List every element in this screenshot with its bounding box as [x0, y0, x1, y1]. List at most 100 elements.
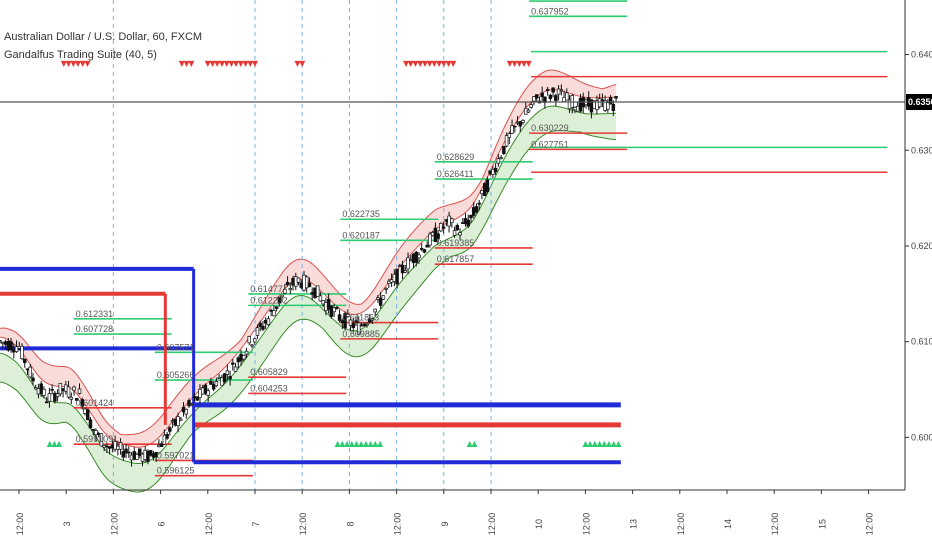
- last-price-badge: [906, 94, 932, 111]
- candle-body: [94, 430, 98, 436]
- price-level-label: 0.612331: [76, 309, 114, 319]
- buy-signal-arrow: ▲: [611, 439, 618, 448]
- candle-body: [324, 302, 328, 312]
- candle-body: [573, 107, 577, 111]
- candle-body: [488, 170, 492, 175]
- buy-signal-arrow: ▲: [349, 439, 356, 448]
- candle-body: [99, 433, 104, 447]
- candle-body: [444, 219, 449, 222]
- price-level-label: 0.630229: [531, 123, 569, 133]
- y-tick-label: 0.63000: [911, 145, 932, 155]
- sell-signal-arrow: ▼: [219, 59, 226, 68]
- candle-body: [206, 390, 210, 396]
- candle-body: [466, 219, 470, 227]
- candle-body: [346, 313, 350, 318]
- x-tick-label: 12:00: [204, 513, 214, 536]
- candle-body: [378, 297, 383, 306]
- candle-body: [50, 388, 54, 391]
- candle-body: [137, 448, 142, 456]
- candle-body: [36, 388, 41, 395]
- price-level-label: 0.611863: [342, 313, 379, 323]
- candle-body: [597, 98, 602, 108]
- candle-body: [225, 370, 230, 375]
- sell-signal-arrow: ▼: [526, 59, 533, 68]
- candle-body: [513, 125, 517, 128]
- x-tick-label: 12:00: [676, 513, 686, 536]
- candle-body: [252, 338, 257, 343]
- candle-body: [395, 268, 399, 285]
- candle-body: [545, 89, 550, 91]
- sell-signal-arrow: ▼: [224, 59, 231, 68]
- candle-body: [217, 376, 221, 379]
- price-level-label: 0.607728: [76, 324, 114, 334]
- x-tick-label: 12:00: [109, 513, 119, 536]
- candle-body: [75, 398, 79, 401]
- buy-signal-arrow: ▲: [56, 439, 63, 448]
- candle-body: [28, 366, 32, 378]
- candle-body: [283, 288, 287, 294]
- candle-body: [261, 325, 265, 330]
- candle-body: [611, 103, 616, 111]
- last-price-label: 0.63504: [908, 97, 932, 107]
- lower-band-fill: [0, 106, 617, 493]
- candle-body: [6, 340, 11, 351]
- candle-body: [39, 383, 43, 394]
- sell-signal-arrow: ▼: [233, 59, 240, 68]
- candle-body: [55, 393, 60, 397]
- candle-body: [190, 403, 194, 405]
- candle-body: [266, 318, 271, 326]
- sell-signal-arrow: ▼: [521, 59, 528, 68]
- candle-body: [44, 401, 49, 404]
- candle-body: [203, 384, 208, 394]
- candle-body: [521, 120, 525, 123]
- candle-body: [321, 300, 325, 305]
- candle-body: [121, 451, 126, 458]
- candle-body: [351, 323, 356, 328]
- candle-body: [124, 448, 128, 454]
- price-level-label: 0.619385: [437, 238, 475, 248]
- candle-body: [105, 445, 109, 448]
- candle-body: [534, 94, 539, 99]
- candle-body: [288, 288, 293, 291]
- candle-body: [398, 265, 402, 267]
- candle-body: [367, 318, 372, 323]
- price-level-label: 0.604253: [250, 383, 288, 393]
- candle-body: [231, 362, 235, 365]
- candle-body: [485, 179, 490, 192]
- candle-body: [236, 357, 241, 363]
- price-level-label: 0.622735: [342, 209, 380, 219]
- price-level-label: 0.605829: [250, 367, 288, 377]
- candle-body: [507, 133, 512, 138]
- sell-signal-arrow: ▼: [412, 59, 419, 68]
- price-level-label: 0.612232: [250, 295, 288, 305]
- candle-body: [414, 251, 418, 263]
- price-level-label: 0.596125: [157, 466, 195, 476]
- candle-body: [356, 322, 361, 335]
- candle-body: [25, 368, 30, 371]
- candle-body: [250, 344, 254, 347]
- candle-body: [3, 341, 8, 345]
- candle-body: [83, 408, 87, 414]
- sell-signal-arrow: ▼: [431, 59, 438, 68]
- candle-body: [471, 207, 476, 216]
- candle-body: [425, 244, 429, 248]
- candle-body: [326, 299, 331, 310]
- candle-body: [296, 277, 301, 283]
- candle-body: [31, 377, 35, 382]
- x-tick-label: 12:00: [15, 513, 25, 536]
- candle-body: [335, 307, 339, 309]
- candle-body: [518, 121, 523, 127]
- candle-body: [53, 392, 57, 402]
- candle-body: [299, 282, 304, 288]
- candle-body: [255, 327, 260, 336]
- sell-signal-arrow: ▼: [427, 59, 434, 68]
- candle-body: [411, 253, 416, 264]
- price-level-label: 0.628629: [437, 152, 475, 162]
- sell-signal-arrow: ▼: [445, 59, 452, 68]
- candle-body: [154, 451, 158, 458]
- candle-body: [148, 450, 153, 456]
- candle-body: [302, 274, 306, 291]
- candle-body: [310, 292, 314, 295]
- x-tick-label: 15: [817, 519, 827, 529]
